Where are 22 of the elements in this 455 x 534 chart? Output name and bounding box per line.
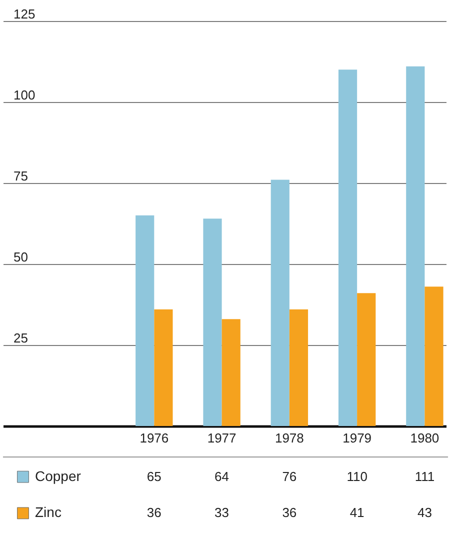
legend-label: Copper [35, 468, 82, 484]
data-label: 76 [282, 468, 297, 484]
data-label: 111 [414, 468, 435, 484]
data-label: 43 [417, 505, 432, 520]
y-tick-label: 100 [14, 88, 36, 102]
x-tick-label: 1979 [342, 430, 372, 446]
y-tick-label: 50 [14, 250, 28, 264]
legend-label: Zinc [35, 504, 62, 520]
y-tick-label: 25 [14, 330, 28, 346]
y-tick-label: 125 [14, 6, 36, 22]
data-label: 110 [346, 468, 368, 484]
x-tick-label: 1976 [140, 430, 169, 446]
data-label: 65 [146, 468, 162, 484]
data-label: 33 [214, 505, 230, 520]
data-label: 36 [146, 505, 162, 520]
y-tick-label: 75 [14, 168, 28, 184]
x-tick-label: 1978 [274, 430, 304, 446]
data-label: 64 [214, 468, 230, 484]
x-tick-label: 1980 [410, 430, 440, 446]
x-tick-label: 1977 [207, 430, 236, 446]
data-label: 36 [282, 505, 297, 520]
data-label: 41 [350, 505, 364, 520]
